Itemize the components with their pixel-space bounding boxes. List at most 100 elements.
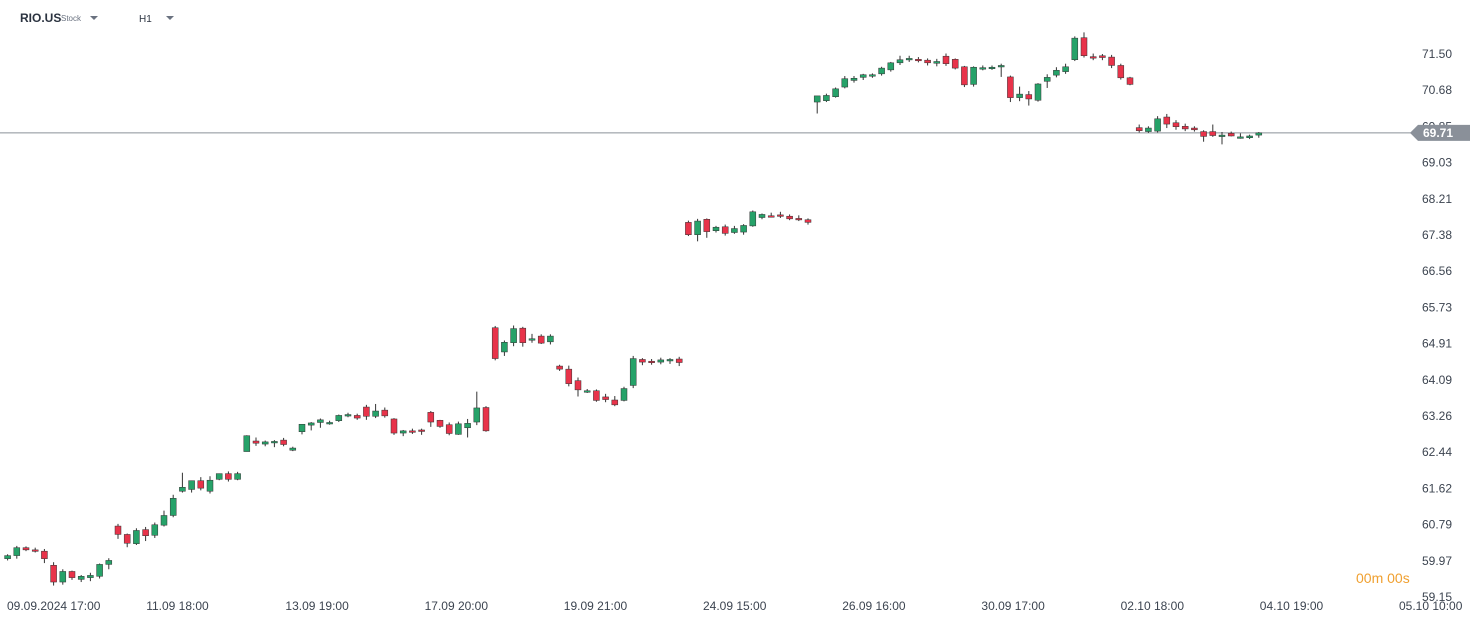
candle-up[interactable] xyxy=(988,66,996,69)
candle-down[interactable] xyxy=(942,55,950,64)
candle-down[interactable] xyxy=(777,214,784,217)
candle-up[interactable] xyxy=(1237,136,1244,139)
candle-up[interactable] xyxy=(850,77,858,81)
candle-up[interactable] xyxy=(87,575,94,578)
candle-down[interactable] xyxy=(1163,116,1171,125)
candle-down[interactable] xyxy=(353,415,361,419)
candle-up[interactable] xyxy=(261,441,269,445)
candle-up[interactable] xyxy=(344,414,352,417)
candle-up[interactable] xyxy=(96,564,103,577)
candle-down[interactable] xyxy=(197,480,205,489)
candle-down[interactable] xyxy=(1080,37,1088,57)
candle-down[interactable] xyxy=(1209,131,1217,136)
candle-up[interactable] xyxy=(887,62,895,71)
candle-down[interactable] xyxy=(565,368,573,384)
candle-up[interactable] xyxy=(160,515,168,526)
candle-down[interactable] xyxy=(50,565,57,583)
candle-up[interactable] xyxy=(510,328,517,343)
candle-up[interactable] xyxy=(289,447,297,451)
candle-down[interactable] xyxy=(68,571,76,578)
candle-up[interactable] xyxy=(335,415,343,421)
candle-up[interactable] xyxy=(583,390,591,393)
candle-down[interactable] xyxy=(1108,56,1115,66)
candle-up[interactable] xyxy=(298,423,306,432)
candle-up[interactable] xyxy=(1043,77,1051,82)
candle-down[interactable] xyxy=(961,66,968,86)
candle-up[interactable] xyxy=(694,220,701,235)
candle-up[interactable] xyxy=(133,530,140,544)
candle-up[interactable] xyxy=(151,524,159,536)
candle-up[interactable] xyxy=(307,422,315,426)
candle-down[interactable] xyxy=(1172,122,1180,127)
candle-up[interactable] xyxy=(731,228,738,233)
candle-up[interactable] xyxy=(1071,37,1079,60)
candle-down[interactable] xyxy=(602,396,609,400)
candle-down[interactable] xyxy=(31,549,39,552)
candle-up[interactable] xyxy=(620,388,628,401)
candle-down[interactable] xyxy=(951,59,959,69)
candle-up[interactable] xyxy=(997,65,1005,68)
candle-up[interactable] xyxy=(1016,93,1023,98)
candle-down[interactable] xyxy=(1191,127,1198,131)
candle-up[interactable] xyxy=(179,487,186,492)
candle-down[interactable] xyxy=(142,529,149,537)
candle-up[interactable] xyxy=(77,576,85,580)
candle-up[interactable] xyxy=(905,58,913,61)
candle-up[interactable] xyxy=(666,359,674,362)
candle-down[interactable] xyxy=(381,409,389,417)
candle-down[interactable] xyxy=(519,327,527,343)
candle-down[interactable] xyxy=(1181,126,1189,130)
candle-down[interactable] xyxy=(1135,127,1143,131)
candle-up[interactable] xyxy=(399,430,407,434)
candle-down[interactable] xyxy=(390,418,398,434)
candle-up[interactable] xyxy=(629,358,637,386)
candle-up[interactable] xyxy=(243,435,251,452)
candle-up[interactable] xyxy=(169,498,177,516)
candle-down[interactable] xyxy=(915,59,922,62)
candle-up[interactable] xyxy=(464,423,471,429)
candle-down[interactable] xyxy=(436,420,444,427)
candle-up[interactable] xyxy=(372,410,379,417)
candle-up[interactable] xyxy=(859,74,867,78)
candle-down[interactable] xyxy=(123,534,131,544)
symbol-name[interactable]: RIO.US xyxy=(20,11,62,25)
candle-down[interactable] xyxy=(445,424,453,434)
candle-down[interactable] xyxy=(685,222,692,235)
candle-up[interactable] xyxy=(1062,66,1069,72)
candle-up[interactable] xyxy=(1154,118,1161,132)
candle-up[interactable] xyxy=(712,226,720,231)
candle-down[interactable] xyxy=(639,359,646,363)
candle-up[interactable] xyxy=(547,335,554,343)
candle-down[interactable] xyxy=(1227,133,1235,137)
candle-down[interactable] xyxy=(786,215,793,220)
timeframe-dropdown-icon[interactable] xyxy=(166,16,174,20)
candle-up[interactable] xyxy=(758,214,766,218)
candle-up[interactable] xyxy=(832,88,839,98)
candle-up[interactable] xyxy=(473,407,481,423)
candle-up[interactable] xyxy=(869,74,876,77)
candle-down[interactable] xyxy=(1089,56,1097,59)
candle-down[interactable] xyxy=(409,430,416,433)
candle-up[interactable] xyxy=(979,67,987,70)
candle-up[interactable] xyxy=(1034,83,1042,101)
candle-down[interactable] xyxy=(556,365,563,370)
candle-down[interactable] xyxy=(537,335,545,344)
candle-up[interactable] xyxy=(188,480,195,490)
candle-down[interactable] xyxy=(427,412,435,423)
candle-up[interactable] xyxy=(749,211,757,227)
candle-up[interactable] xyxy=(1246,135,1253,138)
candle-down[interactable] xyxy=(482,407,490,432)
candle-down[interactable] xyxy=(795,218,803,221)
candle-down[interactable] xyxy=(767,215,775,218)
candle-up[interactable] xyxy=(657,359,665,363)
candle-down[interactable] xyxy=(418,429,425,432)
candle-up[interactable] xyxy=(455,423,462,435)
candle-down[interactable] xyxy=(22,547,30,551)
candle-up[interactable] xyxy=(1218,134,1226,137)
candle-up[interactable] xyxy=(271,441,278,444)
candle-up[interactable] xyxy=(878,67,885,75)
candle-up[interactable] xyxy=(317,419,324,423)
candle-down[interactable] xyxy=(252,440,260,444)
candle-down[interactable] xyxy=(1099,55,1106,58)
